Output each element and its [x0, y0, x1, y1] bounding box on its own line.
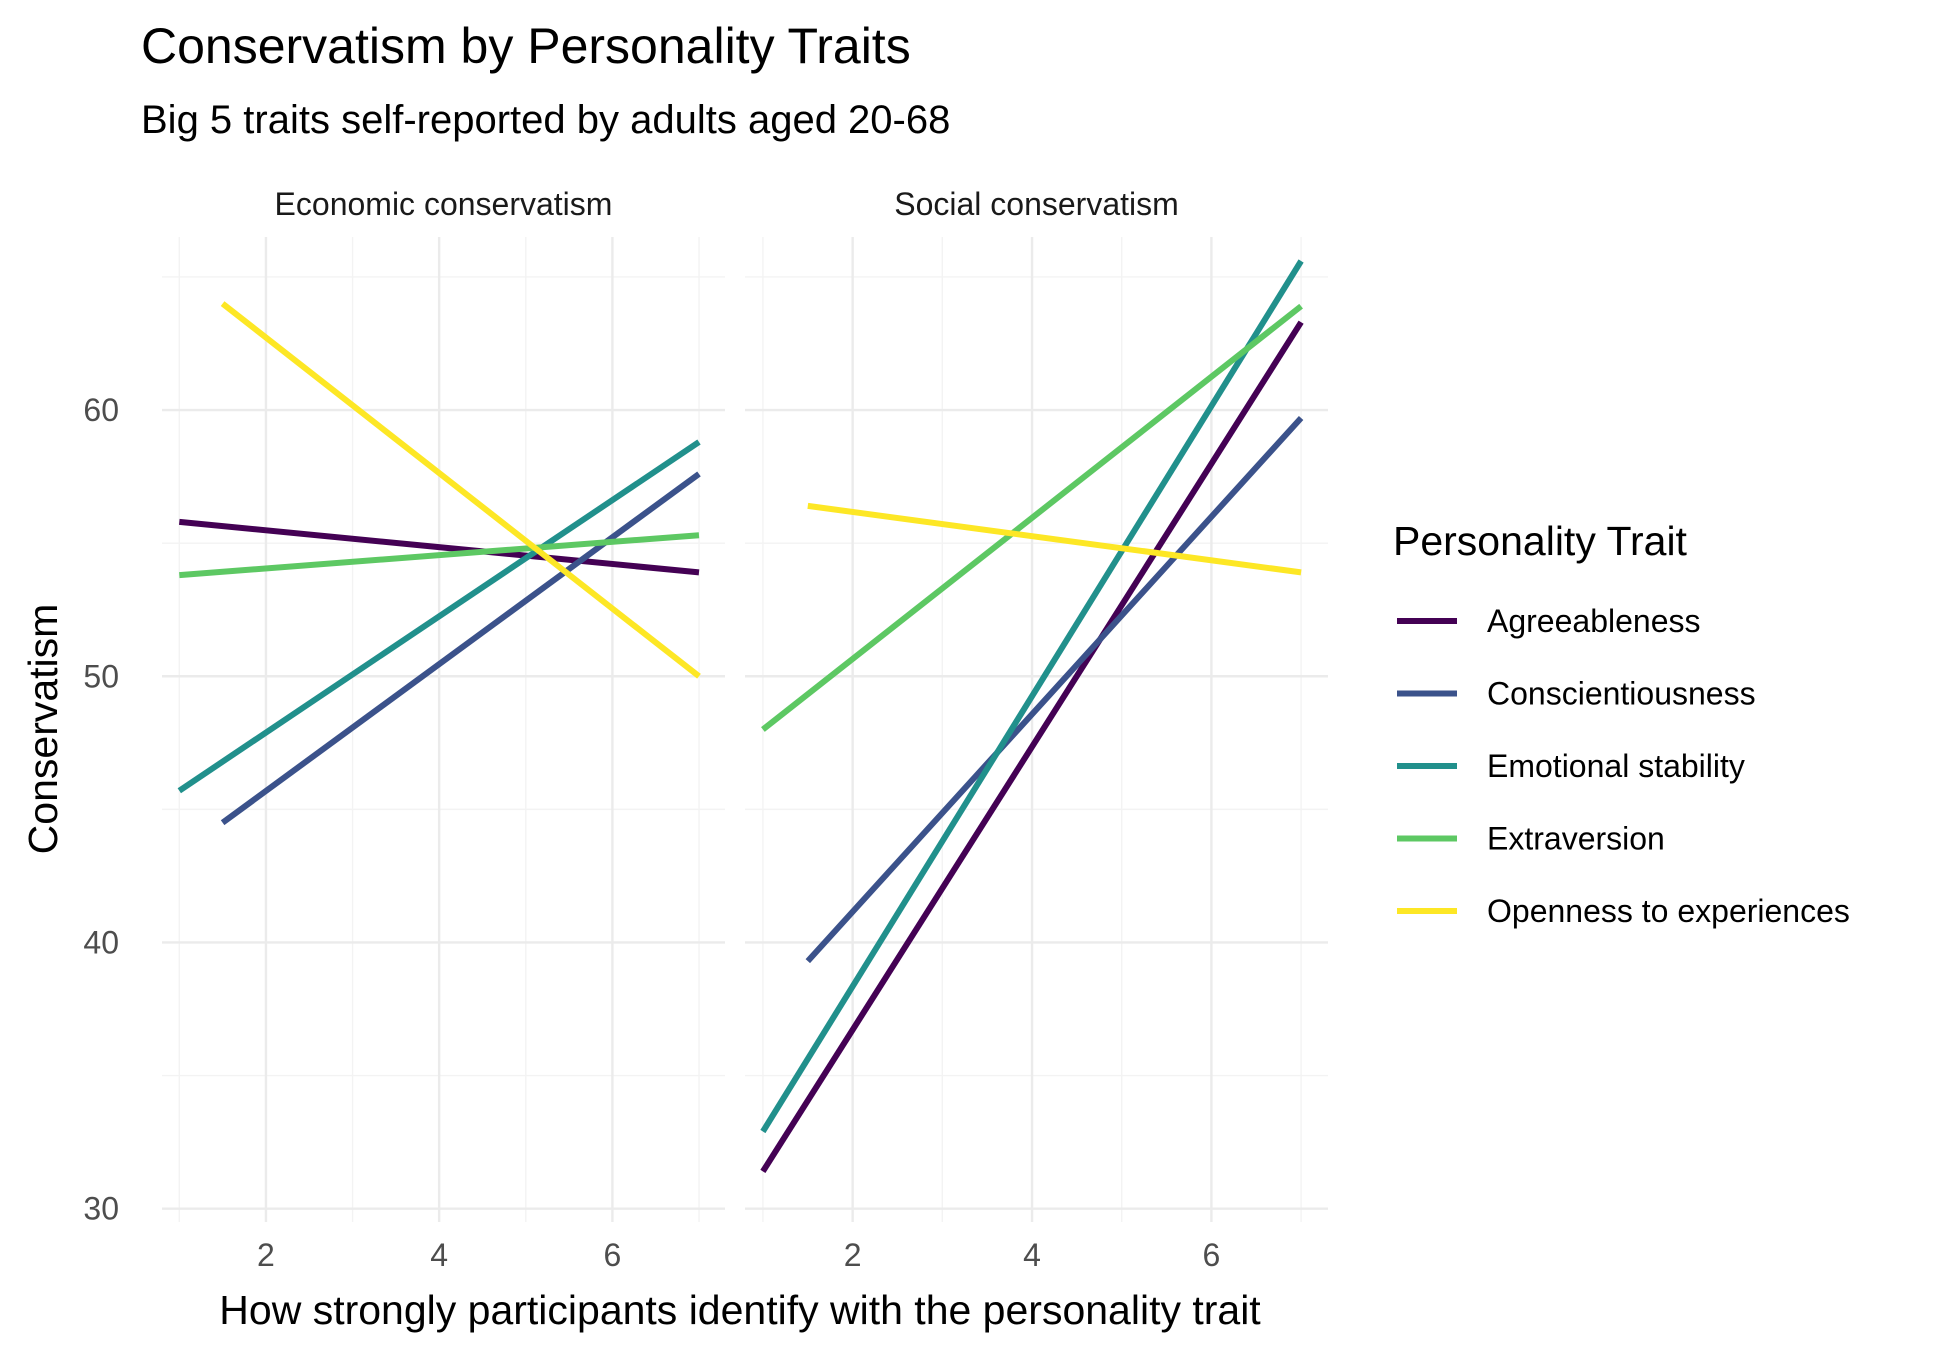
- legend-label: Emotional stability: [1487, 748, 1745, 784]
- y-tick-label: 50: [83, 658, 119, 694]
- series-line-agreeableness: [760, 320, 1304, 1174]
- facet-strip-label: Social conservatism: [894, 186, 1179, 222]
- legend-label: Agreeableness: [1487, 603, 1700, 639]
- y-tick-label: 40: [83, 924, 119, 960]
- x-axis-title: How strongly participants identify with …: [219, 1287, 1261, 1333]
- x-tick-label: 6: [604, 1237, 622, 1273]
- panel-1: Social conservatism 2 4 6: [745, 186, 1328, 1273]
- chart-subtitle: Big 5 traits self-reported by adults age…: [141, 98, 950, 142]
- series-line-extraversion: [179, 532, 700, 579]
- legend-title: Personality Trait: [1393, 518, 1688, 564]
- series-line-conscientiousness: [805, 415, 1304, 964]
- y-axis-title: Conservatism: [20, 604, 66, 855]
- legend-label: Extraversion: [1487, 821, 1665, 857]
- x-tick-label: 4: [430, 1237, 448, 1273]
- legend-label: Openness to experiences: [1487, 893, 1850, 929]
- x-tick-label: 6: [1203, 1237, 1221, 1273]
- series-line-emotional-stability: [760, 259, 1304, 1134]
- series-line-openness-to-experiences: [220, 301, 701, 679]
- series-line-openness-to-experiences: [807, 502, 1302, 576]
- x-tick-label: 2: [257, 1237, 275, 1273]
- y-tick-label: 60: [83, 392, 119, 428]
- facet-panels: Economic conservatism 2 4 6 30 40 50 60 Social c…: [83, 186, 1328, 1273]
- legend-items: Agreeableness Conscientiousness Emotional …: [1397, 603, 1850, 929]
- x-tick-label: 4: [1023, 1237, 1041, 1273]
- series-line-emotional-stability: [177, 439, 701, 794]
- chart-title: Conservatism by Personality Traits: [141, 18, 911, 74]
- facet-strip-label: Economic conservatism: [275, 186, 613, 222]
- y-tick-label: 30: [83, 1191, 119, 1227]
- panel-0: Economic conservatism 2 4 6 30 40 50 60: [83, 186, 725, 1273]
- x-tick-label: 2: [844, 1237, 862, 1273]
- series-line-extraversion: [761, 303, 1303, 732]
- series-line-conscientiousness: [220, 471, 701, 826]
- legend-label: Conscientiousness: [1487, 676, 1756, 712]
- legend: Personality Trait Agreeableness Conscient…: [1393, 518, 1850, 929]
- series-line-agreeableness: [179, 518, 700, 576]
